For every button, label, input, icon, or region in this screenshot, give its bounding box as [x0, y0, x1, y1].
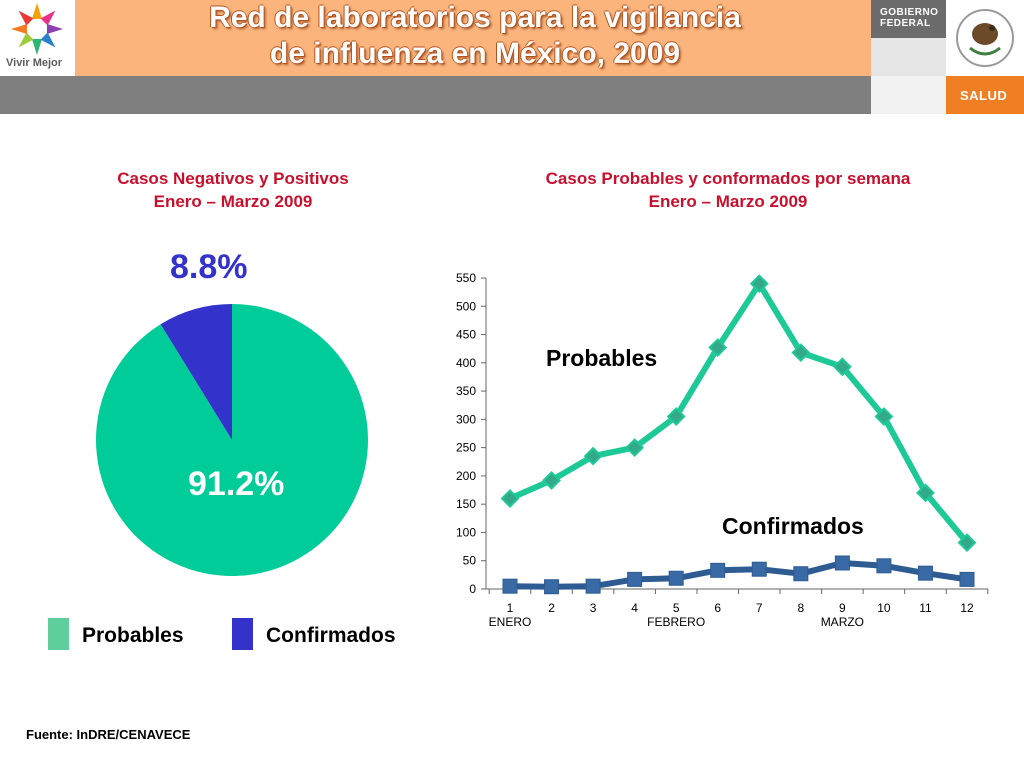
x-tick-label: 12 [960, 601, 974, 615]
data-point-probables [957, 533, 977, 553]
data-point-probables [916, 483, 935, 503]
pie-slice-probables [95, 304, 368, 576]
data-point-confirmados [793, 566, 809, 582]
x-tick-label: 6 [714, 601, 721, 615]
data-point-confirmados [710, 562, 726, 578]
month-label: ENERO [489, 615, 532, 629]
header-block-lighter [871, 76, 946, 114]
data-point-probables [832, 357, 852, 377]
escudo-eagle-icon [956, 9, 1014, 67]
data-point-probables [791, 343, 811, 363]
y-tick-label: 100 [456, 525, 476, 539]
data-point-probables [583, 446, 603, 466]
month-label: MARZO [821, 615, 864, 629]
y-tick-label: 400 [456, 356, 476, 370]
page-title: Red de laboratorios para la vigilancia d… [85, 0, 865, 72]
x-tick-label: 2 [548, 601, 555, 615]
x-tick-label: 4 [631, 601, 638, 615]
y-tick-label: 450 [456, 328, 476, 342]
page-title-line2: de influenza en México, 2009 [269, 37, 681, 70]
series-label-confirmados: Confirmados [722, 513, 864, 539]
legend-swatch-confirmados [232, 618, 253, 650]
legend-label-probables: Probables [82, 624, 184, 647]
x-tick-label: 5 [673, 601, 680, 615]
data-point-confirmados [502, 578, 518, 594]
series-label-probables: Probables [546, 345, 658, 371]
line-chart-title: Casos Probables y conformados por semana… [498, 167, 958, 213]
gobierno-federal-logo: GOBIERNO FEDERAL [871, 0, 946, 38]
line-title-line2: Enero – Marzo 2009 [648, 192, 808, 211]
y-tick-label: 50 [463, 554, 477, 568]
data-point-probables [874, 407, 894, 426]
data-point-confirmados [917, 565, 933, 581]
page-title-line1: Red de laboratorios para la vigilancia [209, 1, 741, 34]
x-tick-label: 3 [590, 601, 597, 615]
data-point-probables [500, 489, 520, 508]
pie-label-probables: 91.2% [188, 465, 285, 503]
data-point-confirmados [834, 555, 850, 571]
salud-logo: SALUD [946, 76, 1024, 114]
header-gray-bar [0, 76, 871, 114]
x-tick-label: 10 [877, 601, 891, 615]
x-tick-label: 1 [507, 601, 514, 615]
line-title-line1: Casos Probables y conformados por semana [545, 169, 911, 188]
vivir-mejor-star-icon [11, 3, 63, 55]
header-block-light [871, 38, 946, 76]
y-tick-label: 550 [456, 271, 476, 285]
data-point-confirmados [668, 570, 684, 586]
pie-slice-confirmados [160, 303, 232, 440]
data-point-probables [625, 438, 645, 458]
source-note: Fuente: InDRE/CENAVECE [26, 727, 191, 742]
month-label: FEBRERO [647, 615, 705, 629]
pie-label-confirmados: 8.8% [170, 248, 248, 286]
vivir-mejor-label: Vivir Mejor [6, 57, 63, 69]
pie-title-line2: Enero – Marzo 2009 [153, 192, 313, 211]
vivir-mejor-logo: Vivir Mejor [0, 0, 75, 76]
legend-swatch-probables [48, 618, 69, 650]
y-tick-label: 350 [456, 384, 476, 398]
data-point-probables [666, 407, 686, 426]
x-tick-label: 11 [919, 601, 932, 615]
data-point-confirmados [959, 571, 975, 587]
y-tick-label: 0 [469, 582, 476, 596]
y-tick-label: 500 [456, 299, 476, 313]
y-tick-label: 150 [456, 497, 476, 511]
data-point-confirmados [876, 558, 892, 574]
data-point-confirmados [627, 571, 643, 587]
y-tick-label: 300 [456, 412, 476, 426]
x-tick-label: 7 [756, 601, 763, 615]
data-point-probables [542, 471, 561, 490]
pie-chart-title: Casos Negativos y Positivos Enero – Marz… [68, 167, 398, 213]
pie-title-line1: Casos Negativos y Positivos [117, 169, 349, 188]
y-tick-label: 250 [456, 441, 476, 455]
data-point-confirmados [585, 578, 601, 594]
data-point-probables [708, 338, 728, 357]
data-point-probables [749, 274, 769, 294]
x-tick-label: 9 [839, 601, 846, 615]
salud-label: SALUD [960, 88, 1008, 103]
x-tick-label: 8 [797, 601, 804, 615]
y-tick-label: 200 [456, 469, 476, 483]
legend-label-confirmados: Confirmados [266, 624, 396, 647]
series-line-confirmados [507, 560, 970, 590]
data-point-confirmados [544, 579, 560, 595]
header-band [75, 0, 871, 76]
gobierno-line1: GOBIERNO [880, 7, 939, 18]
series-line-probables [507, 280, 970, 546]
escudo-nacional [946, 0, 1024, 76]
data-point-confirmados [751, 561, 767, 577]
gobierno-line2: FEDERAL [880, 18, 931, 29]
